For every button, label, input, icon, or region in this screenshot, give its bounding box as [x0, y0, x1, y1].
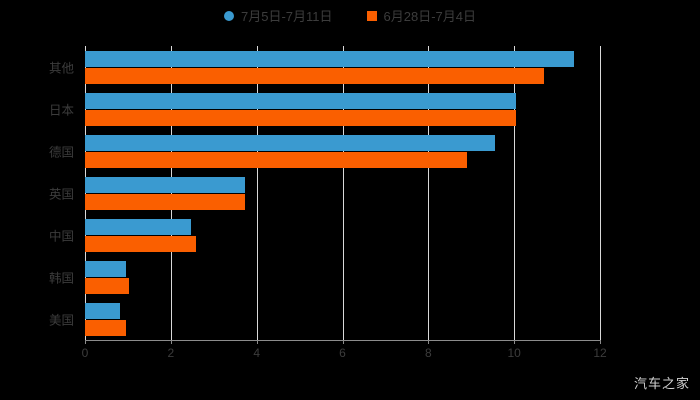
- legend-label-series-1: 7月5日-7月11日: [241, 8, 333, 24]
- x-tick-label: 4: [253, 346, 260, 360]
- x-tick-label: 12: [593, 346, 607, 360]
- y-tick-label: 英国: [48, 187, 74, 202]
- bar[interactable]: [85, 92, 517, 109]
- bar[interactable]: [85, 67, 545, 84]
- x-tick-mark: [428, 340, 430, 344]
- y-tick-label: 日本: [48, 103, 74, 118]
- x-tick-label: 6: [339, 346, 346, 360]
- square-marker-icon: [366, 11, 377, 21]
- x-tick-mark: [256, 340, 258, 344]
- bar[interactable]: [85, 235, 196, 252]
- watermark: 汽车之家: [633, 376, 690, 391]
- x-tick-mark: [85, 340, 86, 344]
- x-tick-mark: [170, 340, 172, 344]
- gridline: [600, 46, 601, 340]
- x-tick-mark: [342, 340, 344, 344]
- bar[interactable]: [85, 302, 121, 319]
- y-tick-label: 韩国: [48, 271, 74, 286]
- plot-area: [85, 46, 601, 340]
- bar[interactable]: [85, 176, 245, 193]
- y-tick-label: 中国: [48, 229, 74, 244]
- gridline: [514, 46, 516, 340]
- legend-item-series-2[interactable]: 6月28日-7月4日: [366, 8, 476, 24]
- chart-legend: 7月5日-7月11日 6月28日-7月4日: [0, 6, 700, 26]
- circle-marker-icon: [224, 11, 234, 21]
- legend-item-series-1[interactable]: 7月5日-7月11日: [224, 10, 333, 23]
- bar[interactable]: [85, 193, 245, 210]
- bar[interactable]: [85, 260, 127, 277]
- y-tick-label: 德国: [48, 145, 74, 160]
- gridline: [256, 46, 258, 340]
- x-tick-label: 10: [507, 346, 521, 360]
- x-tick-label: 0: [81, 346, 89, 360]
- x-tick-label: 2: [167, 346, 175, 360]
- bar[interactable]: [85, 109, 517, 126]
- gridline: [170, 46, 172, 340]
- bar[interactable]: [85, 50, 575, 67]
- y-tick-label: 美国: [48, 313, 74, 328]
- bar[interactable]: [85, 134, 495, 151]
- x-tick-mark: [600, 340, 601, 344]
- bar[interactable]: [85, 218, 192, 235]
- gridline: [342, 46, 344, 340]
- bar[interactable]: [85, 319, 127, 336]
- gridline: [428, 46, 430, 340]
- x-tick-mark: [514, 340, 516, 344]
- y-tick-label: 其他: [48, 61, 74, 76]
- y-axis-line: [85, 46, 86, 340]
- x-tick-label: 8: [424, 346, 432, 360]
- bar[interactable]: [85, 277, 130, 294]
- legend-label-series-2: 6月28日-7月4日: [383, 8, 476, 24]
- bar[interactable]: [85, 151, 467, 168]
